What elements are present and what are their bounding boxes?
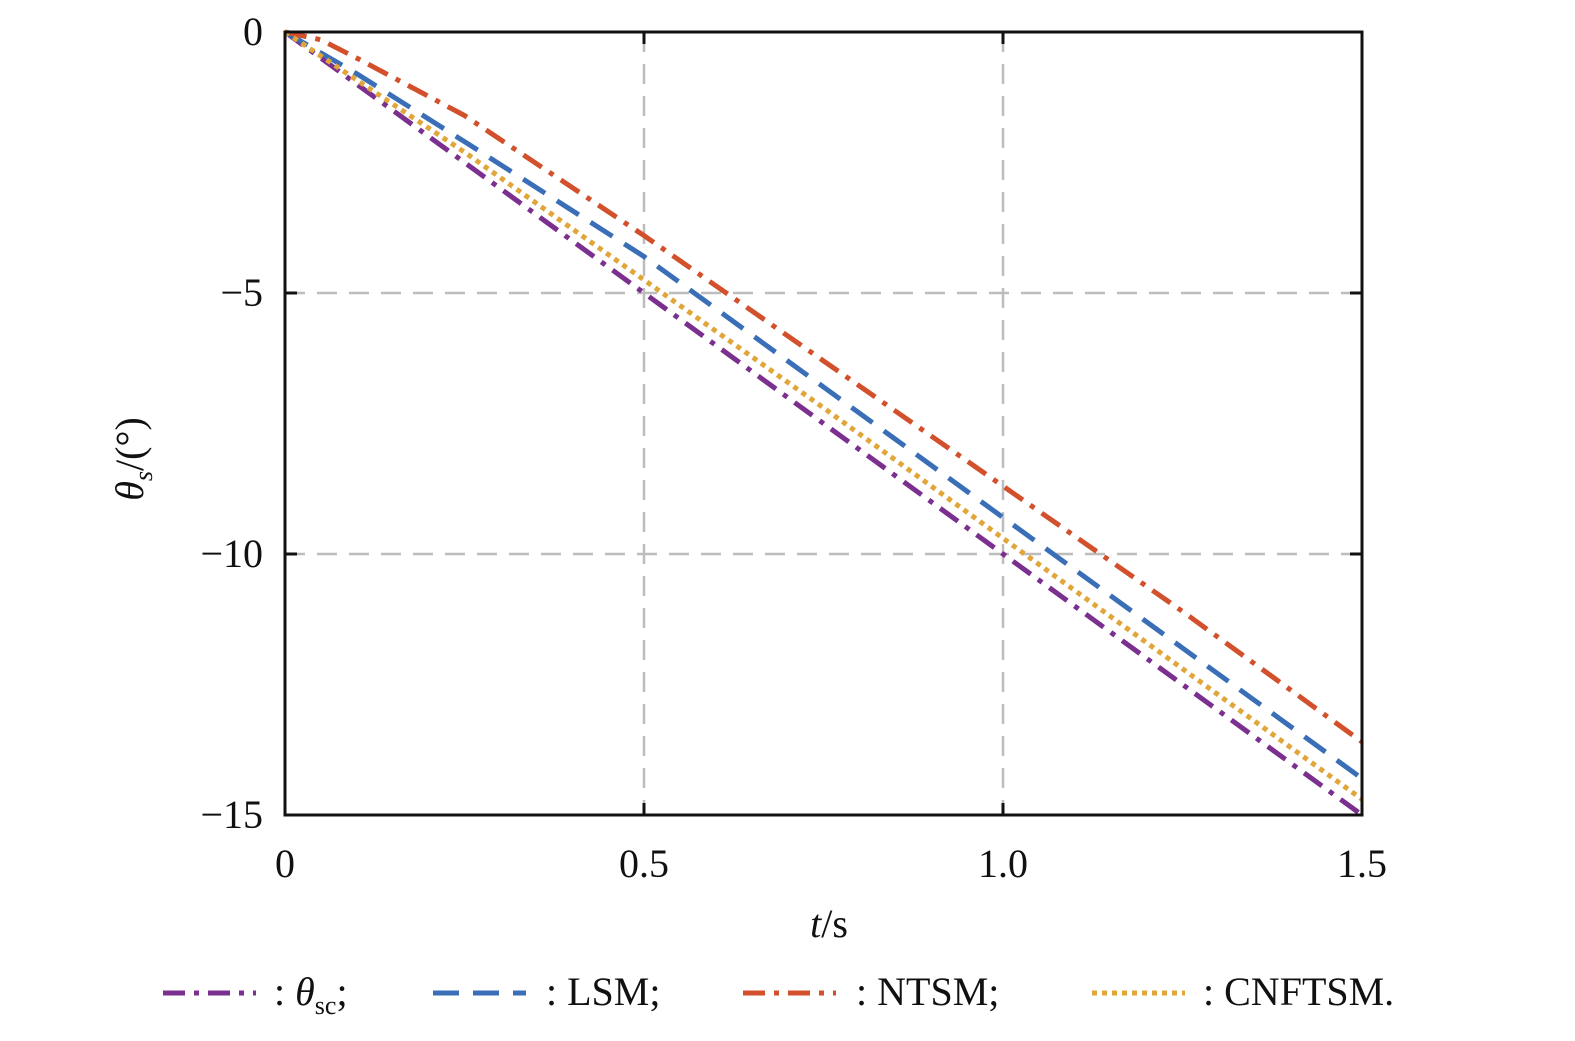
y-tick-label: 0 — [243, 9, 263, 54]
x-axis-label: t/s — [810, 901, 848, 946]
x-tick-label: 1.0 — [978, 841, 1028, 886]
series-line-lsm — [283, 29, 1364, 781]
y-axis-label-unit: /(°) — [107, 417, 152, 471]
legend-ntsm-text: NTSM; — [877, 969, 999, 1014]
x-tick-label: 0 — [275, 841, 295, 886]
y-axis-label-symbol: θ — [107, 481, 152, 501]
y-tick-label: −10 — [200, 531, 263, 576]
legend: : θsc; : LSM; : NTSM; : CNFTSM. — [163, 969, 1394, 1020]
series-line-cnftsm — [283, 29, 1364, 802]
legend-colon: : — [856, 969, 877, 1014]
y-tick-label: −15 — [200, 792, 263, 837]
series-line-theta-sc — [283, 29, 1364, 818]
axis-ticks — [283, 30, 1364, 817]
x-tick-label: 1.5 — [1337, 841, 1387, 886]
legend-lsm-text: LSM; — [567, 969, 660, 1014]
legend-colon: : — [546, 969, 567, 1014]
legend-label-ntsm: : NTSM; — [856, 969, 999, 1014]
x-axis-label-var: t — [810, 901, 822, 946]
legend-label-cnftsm: : CNFTSM. — [1203, 969, 1394, 1014]
series-line-ntsm — [284, 29, 1364, 744]
y-tick-label: −5 — [220, 270, 263, 315]
plot-frame — [283, 30, 1364, 817]
y-tick-labels: 0 −5 −10 −15 — [200, 9, 263, 837]
legend-colon: : — [274, 969, 295, 1014]
legend-label-lsm: : LSM; — [546, 969, 660, 1014]
y-axis-label-subscript: s — [129, 471, 158, 481]
legend-theta-symbol: θ — [295, 969, 315, 1014]
legend-colon: : — [1203, 969, 1224, 1014]
grid-lines — [285, 32, 1362, 815]
series-lines — [283, 29, 1364, 818]
legend-theta-subscript: sc — [315, 991, 337, 1020]
legend-cnftsm-text: CNFTSM. — [1224, 969, 1394, 1014]
x-axis-label-unit: /s — [821, 901, 848, 946]
legend-label-theta-sc: : θsc; — [274, 969, 348, 1020]
legend-theta-tail: ; — [336, 969, 347, 1014]
x-tick-label: 0.5 — [619, 841, 669, 886]
x-tick-labels: 0 0.5 1.0 1.5 — [275, 841, 1387, 886]
y-axis-label: θs/(°) — [107, 417, 158, 501]
